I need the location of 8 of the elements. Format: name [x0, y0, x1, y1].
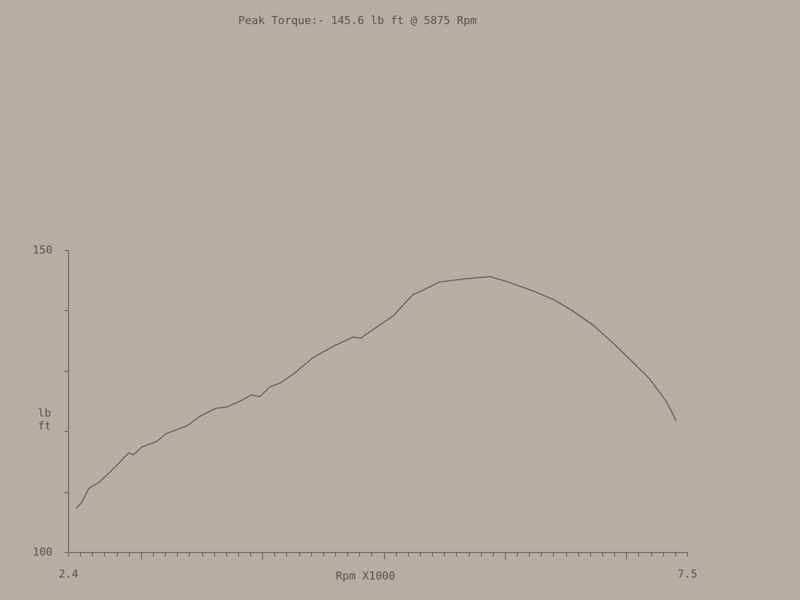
y-axis-title: lb ft: [38, 406, 52, 432]
x-tick-label: 2.4: [58, 568, 79, 580]
y-tick-label: 100: [32, 546, 52, 558]
x-tick-label: 7.5: [678, 568, 698, 580]
y-tick-label: 150: [32, 244, 52, 256]
chart-title: Peak Torque:- 145.6 lb ft @ 5875 Rpm: [238, 14, 478, 27]
line-series: [76, 276, 677, 508]
x-axis-title: Rpm X1000: [336, 570, 396, 582]
